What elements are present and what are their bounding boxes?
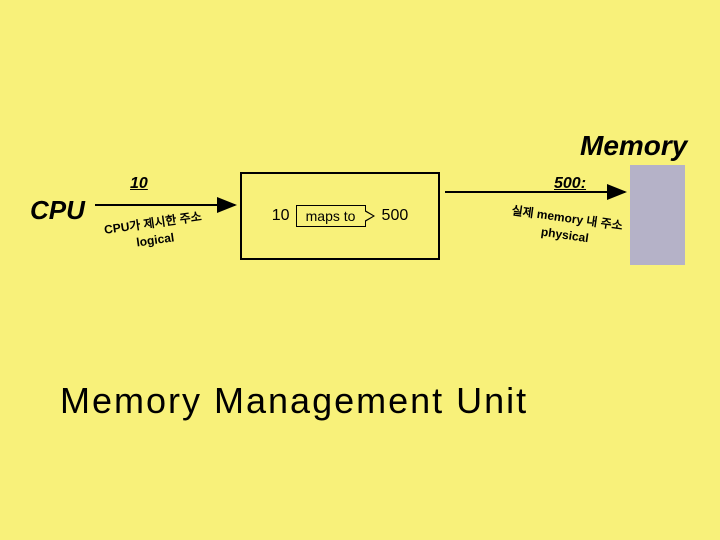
- arrow-mmu-to-memory: [0, 0, 720, 540]
- main-title-text: Memory Management Unit: [60, 380, 528, 421]
- memory-block: [630, 165, 685, 265]
- main-title: Memory Management Unit: [60, 380, 528, 422]
